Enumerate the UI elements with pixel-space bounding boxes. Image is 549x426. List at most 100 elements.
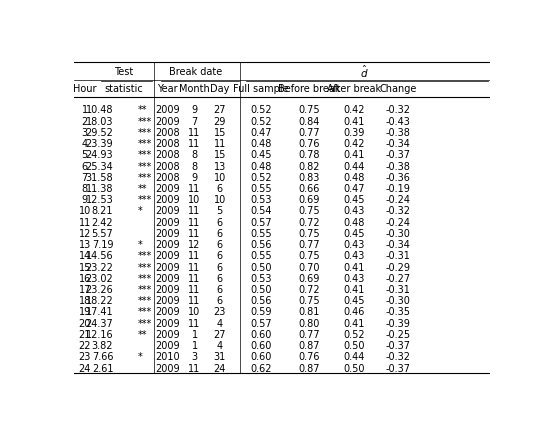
Text: 0.77: 0.77 [298,329,320,339]
Text: 2.61: 2.61 [92,363,113,373]
Text: 21: 21 [79,329,91,339]
Text: 0.48: 0.48 [250,161,272,171]
Text: ***: *** [138,127,152,138]
Text: 11: 11 [188,206,201,216]
Text: -0.32: -0.32 [386,206,411,216]
Text: -0.38: -0.38 [386,161,411,171]
Text: 2: 2 [82,116,88,127]
Text: 0.55: 0.55 [250,251,272,261]
Text: 15: 15 [79,262,91,272]
Text: ***: *** [138,161,152,171]
Text: -0.43: -0.43 [386,116,411,127]
Text: 13: 13 [79,239,91,250]
Text: 6: 6 [217,184,223,193]
Text: 23.39: 23.39 [86,139,113,149]
Text: 27: 27 [214,329,226,339]
Text: 14: 14 [79,251,91,261]
Text: 4: 4 [217,318,223,328]
Text: 11: 11 [188,262,201,272]
Text: 15: 15 [214,150,226,160]
Text: -0.27: -0.27 [386,273,411,283]
Text: 8.21: 8.21 [92,206,113,216]
Text: 20: 20 [79,318,91,328]
Text: 0.77: 0.77 [298,127,320,138]
Text: 5.57: 5.57 [92,228,113,238]
Text: 27: 27 [214,105,226,115]
Text: ***: *** [138,262,152,272]
Text: 0.53: 0.53 [250,273,272,283]
Text: -0.19: -0.19 [386,184,411,193]
Text: 11: 11 [188,296,201,305]
Text: 2009: 2009 [155,195,180,205]
Text: 2010: 2010 [155,351,180,361]
Text: 0.41: 0.41 [344,150,365,160]
Text: ***: *** [138,318,152,328]
Text: 19: 19 [79,307,91,317]
Text: 0.56: 0.56 [250,239,272,250]
Text: 11: 11 [188,228,201,238]
Text: 2009: 2009 [155,116,180,127]
Text: 0.50: 0.50 [344,340,365,350]
Text: 6: 6 [217,296,223,305]
Text: 5: 5 [82,150,88,160]
Text: 0.50: 0.50 [250,262,272,272]
Text: 0.60: 0.60 [250,340,272,350]
Text: 11: 11 [188,318,201,328]
Text: 0.45: 0.45 [344,296,365,305]
Text: ***: *** [138,150,152,160]
Text: 0.42: 0.42 [344,105,365,115]
Text: ***: *** [138,116,152,127]
Text: 11: 11 [188,217,201,227]
Text: After break: After break [328,84,382,94]
Text: 0.66: 0.66 [298,184,320,193]
Text: 24: 24 [79,363,91,373]
Text: -0.35: -0.35 [386,307,411,317]
Text: 0.45: 0.45 [250,150,272,160]
Text: -0.34: -0.34 [386,139,411,149]
Text: ***: *** [138,251,152,261]
Text: 2008: 2008 [155,161,180,171]
Text: 29: 29 [214,116,226,127]
Text: 23: 23 [214,307,226,317]
Text: $\hat{d}$: $\hat{d}$ [360,63,368,80]
Text: -0.36: -0.36 [386,173,411,182]
Text: 0.50: 0.50 [344,363,365,373]
Text: 2009: 2009 [155,273,180,283]
Text: Test: Test [114,66,133,77]
Text: 10: 10 [188,195,201,205]
Text: 0.48: 0.48 [250,139,272,149]
Text: 0.50: 0.50 [250,284,272,294]
Text: 6: 6 [217,251,223,261]
Text: 12.16: 12.16 [86,329,113,339]
Text: 11.38: 11.38 [86,184,113,193]
Text: 0.44: 0.44 [344,161,365,171]
Text: 0.72: 0.72 [298,284,320,294]
Text: 0.83: 0.83 [298,173,320,182]
Text: 4: 4 [82,139,88,149]
Text: 8: 8 [82,184,88,193]
Text: 0.87: 0.87 [298,363,320,373]
Text: 31: 31 [214,351,226,361]
Text: 17: 17 [79,284,91,294]
Text: 22: 22 [79,340,91,350]
Text: 2009: 2009 [155,184,180,193]
Text: 2009: 2009 [155,228,180,238]
Text: 0.75: 0.75 [298,296,320,305]
Text: 2009: 2009 [155,318,180,328]
Text: 1: 1 [192,329,198,339]
Text: 0.82: 0.82 [298,161,320,171]
Text: 10: 10 [214,195,226,205]
Text: ***: *** [138,273,152,283]
Text: 2009: 2009 [155,284,180,294]
Text: 0.55: 0.55 [250,228,272,238]
Text: 7.66: 7.66 [92,351,113,361]
Text: -0.32: -0.32 [386,105,411,115]
Text: 11: 11 [188,284,201,294]
Text: 0.46: 0.46 [344,307,365,317]
Text: 0.43: 0.43 [344,206,365,216]
Text: 0.42: 0.42 [344,139,365,149]
Text: 23.02: 23.02 [86,273,113,283]
Text: 0.81: 0.81 [298,307,320,317]
Text: 0.75: 0.75 [298,228,320,238]
Text: 2009: 2009 [155,340,180,350]
